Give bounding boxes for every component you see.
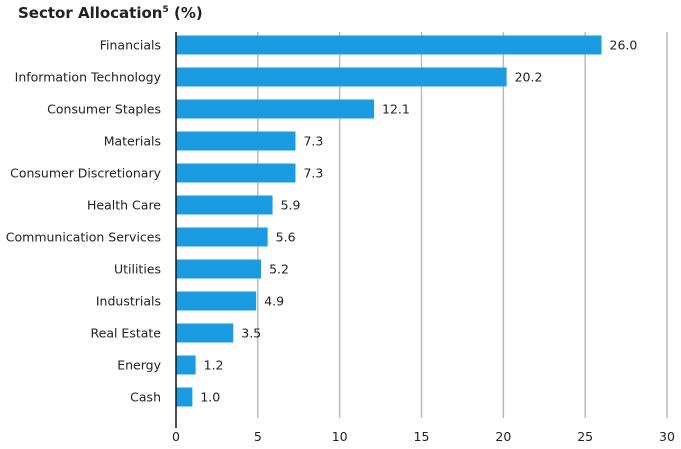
x-tick-label: 0: [172, 429, 180, 444]
data-label: 1.2: [204, 358, 224, 373]
data-label: 5.2: [269, 262, 289, 277]
category-label: Consumer Staples: [47, 102, 161, 117]
x-tick-label: 20: [495, 429, 511, 444]
data-label: 7.3: [303, 134, 323, 149]
bar: [176, 195, 273, 215]
category-label: Consumer Discretionary: [10, 166, 161, 181]
bar: [176, 387, 193, 407]
category-label: Financials: [100, 38, 161, 53]
x-tick-label: 15: [414, 429, 430, 444]
bar: [176, 227, 268, 247]
category-label: Cash: [130, 390, 161, 405]
data-label: 5.9: [281, 198, 301, 213]
category-label: Information Technology: [15, 70, 162, 85]
x-tick-label: 5: [254, 429, 262, 444]
category-label: Energy: [117, 358, 161, 373]
category-label: Real Estate: [91, 326, 162, 341]
bar: [176, 131, 296, 151]
bar: [176, 67, 507, 87]
x-tick-label: 10: [332, 429, 348, 444]
bar: [176, 35, 602, 55]
bar: [176, 291, 257, 311]
category-label: Utilities: [114, 262, 161, 277]
category-label: Industrials: [96, 294, 161, 309]
chart-title: Sector Allocation5 (%): [18, 4, 203, 22]
category-label: Materials: [104, 134, 161, 149]
data-label: 7.3: [303, 166, 323, 181]
bar: [176, 323, 234, 343]
data-label: 5.6: [276, 230, 296, 245]
x-tick-label: 25: [577, 429, 593, 444]
data-label: 1.0: [200, 390, 220, 405]
bar: [176, 355, 196, 375]
category-label: Health Care: [87, 198, 161, 213]
data-label: 26.0: [610, 38, 638, 53]
bar: [176, 99, 375, 119]
data-label: 4.9: [264, 294, 284, 309]
category-label: Communication Services: [6, 230, 161, 245]
bar: [176, 163, 296, 183]
data-label: 12.1: [382, 102, 410, 117]
x-tick-label: 30: [659, 429, 675, 444]
data-label: 3.5: [241, 326, 261, 341]
data-label: 20.2: [515, 70, 543, 85]
bar: [176, 259, 262, 279]
